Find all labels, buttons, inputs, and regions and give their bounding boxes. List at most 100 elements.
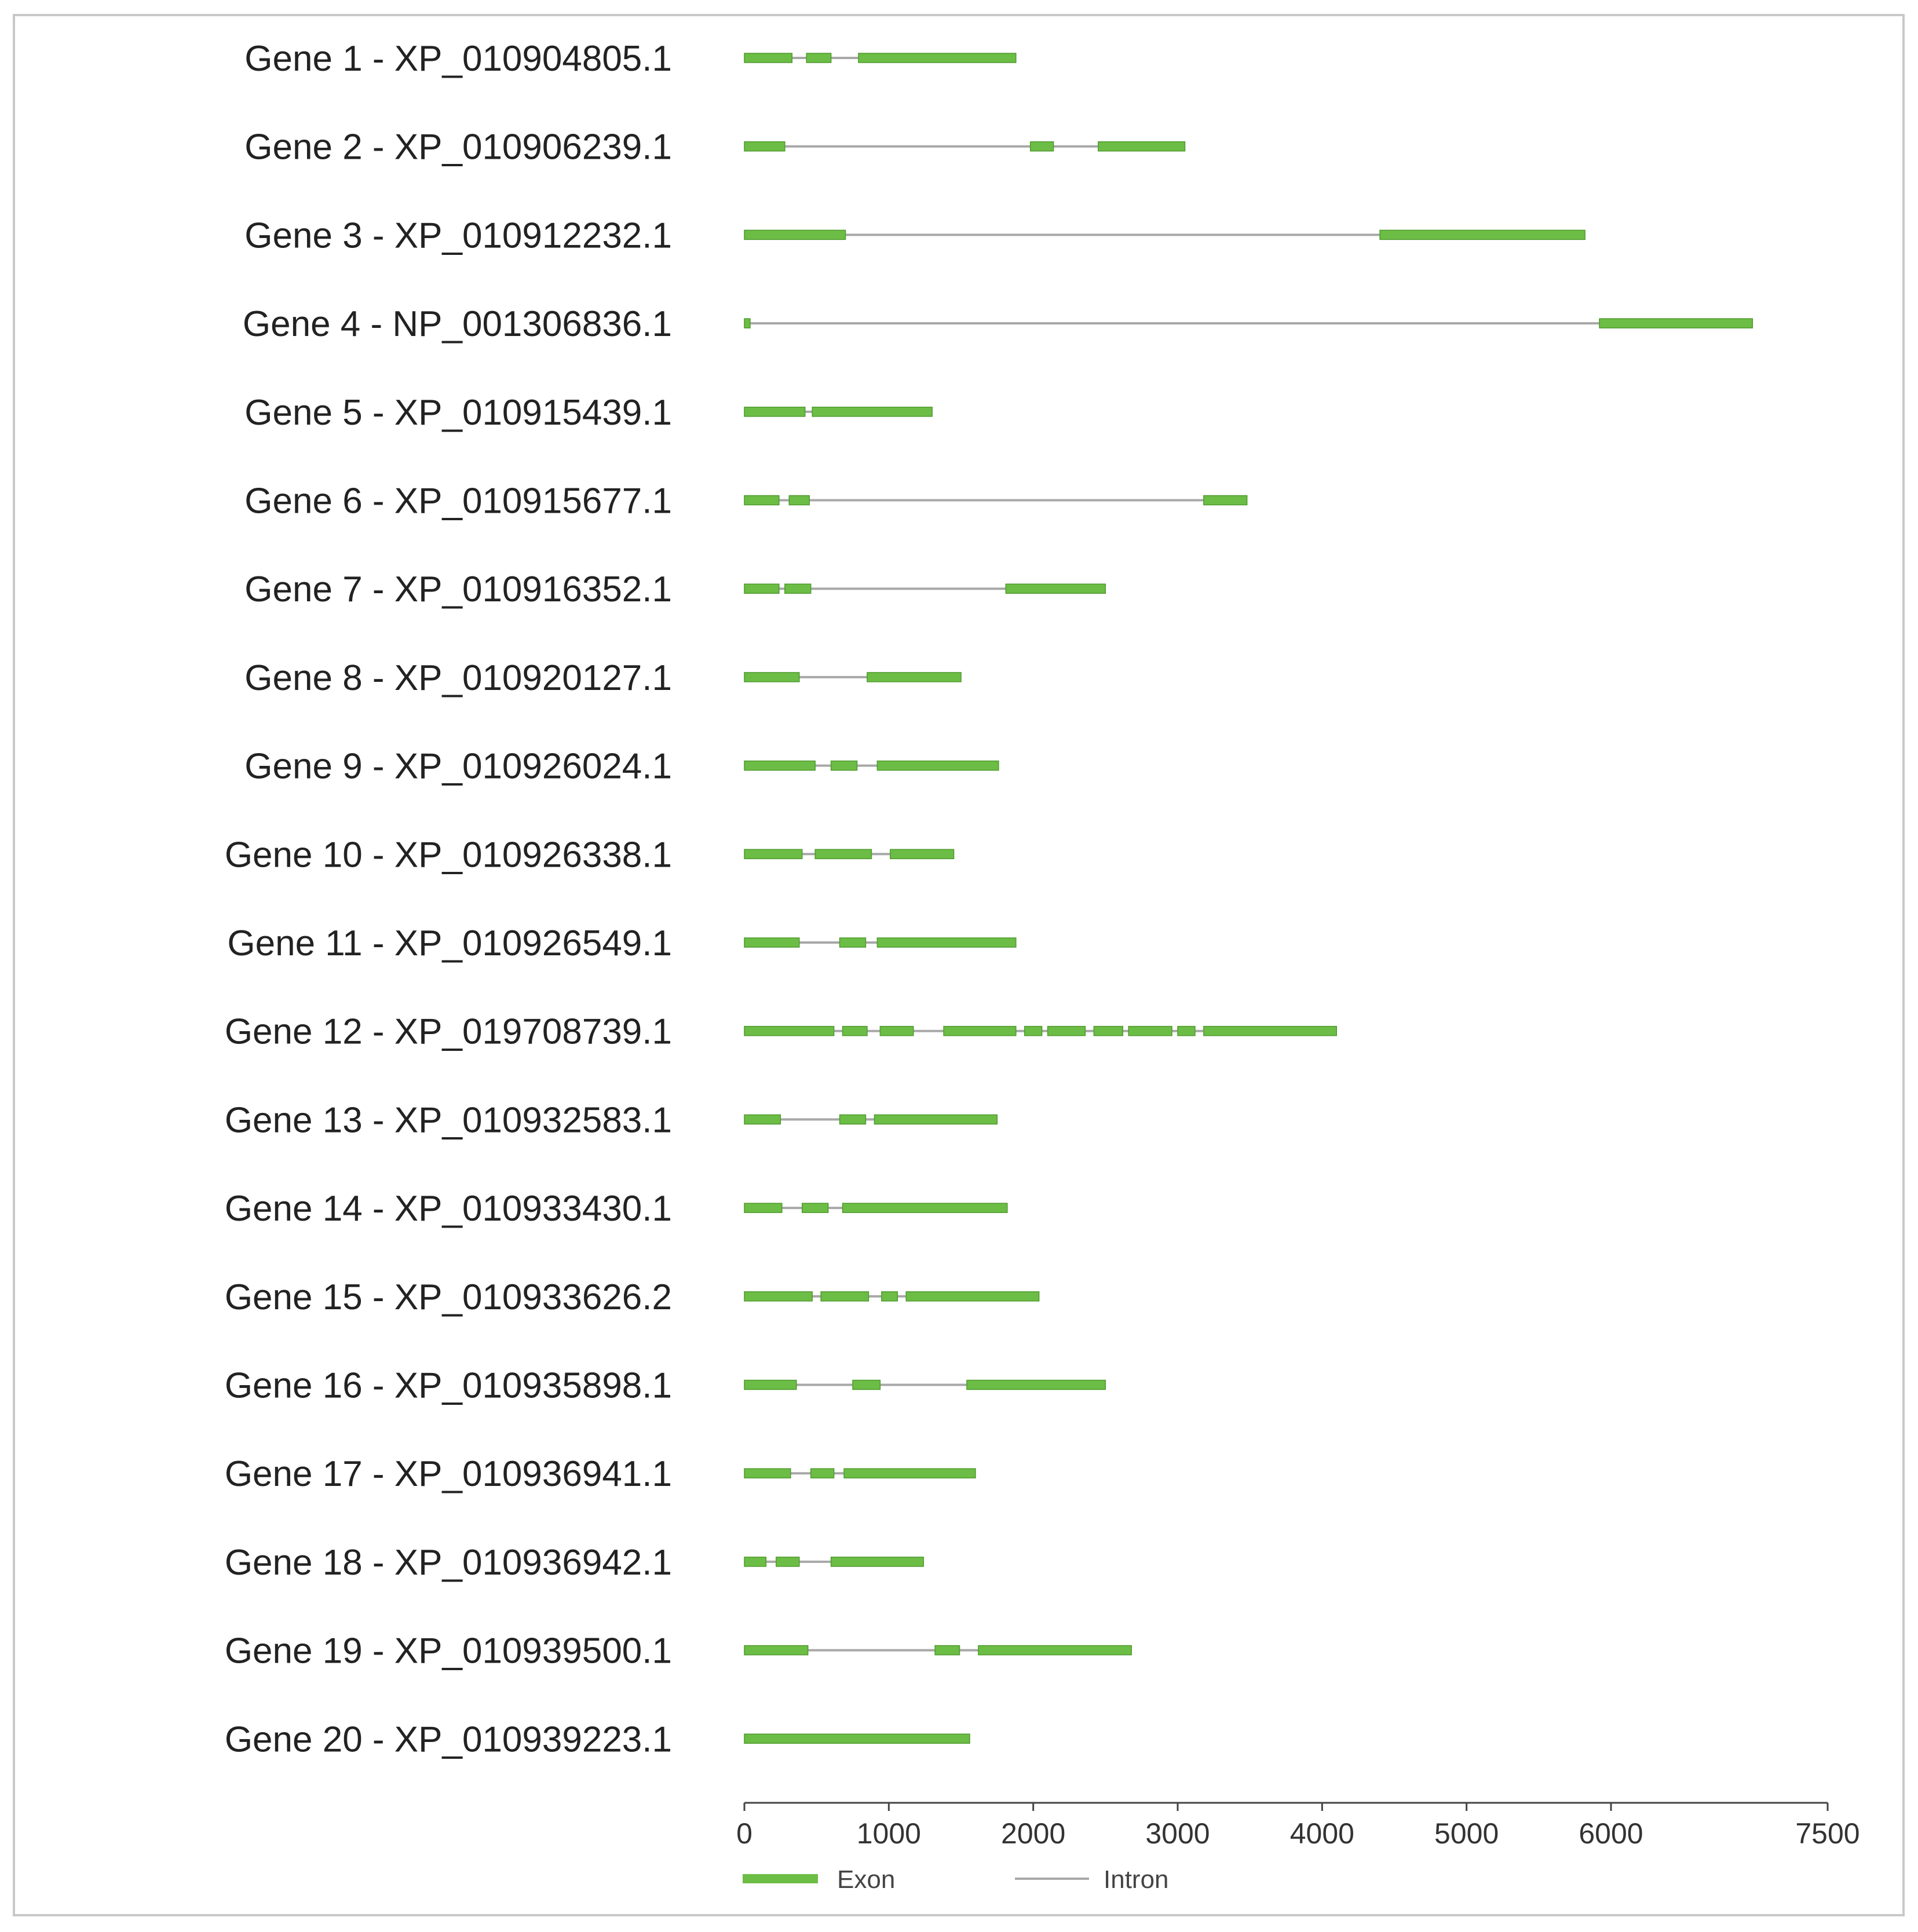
gene-row: Gene 9 - XP_010926024.1 [244, 747, 999, 787]
gene-label: Gene 12 - XP_019708739.1 [225, 1012, 672, 1052]
exon-block [744, 1733, 970, 1744]
exon-block [839, 937, 867, 948]
exon-block [842, 1025, 868, 1036]
exon-block [1047, 1025, 1086, 1036]
gene-label: Gene 7 - XP_010916352.1 [244, 569, 672, 609]
exon-block [776, 1557, 800, 1567]
exon-block [881, 1291, 898, 1302]
gene-label: Gene 4 - NP_001306836.1 [243, 304, 672, 344]
exon-block [744, 849, 803, 860]
exon-block [744, 53, 793, 63]
exon-block [801, 1203, 829, 1213]
x-tick-label: 1000 [857, 1817, 921, 1850]
gene-label: Gene 8 - XP_010920127.1 [244, 658, 672, 698]
exon-block [812, 407, 933, 417]
exon-block [744, 1645, 809, 1656]
exon-block [814, 849, 872, 860]
x-tick-label: 7500 [1795, 1817, 1859, 1850]
exon-block [874, 1114, 998, 1125]
gene-label: Gene 14 - XP_010933430.1 [225, 1189, 672, 1229]
exon-block [788, 495, 810, 506]
gene-label: Gene 11 - XP_010926549.1 [227, 923, 672, 963]
exon-block [744, 1379, 797, 1390]
exon-block [842, 1203, 1008, 1213]
gene-rows: Gene 1 - XP_010904805.1 Gene 2 - XP_01090… [225, 39, 1753, 1759]
gene-row: Gene 1 - XP_010904805.1 [244, 39, 1017, 79]
exon-block [867, 672, 962, 682]
exon-block [744, 760, 816, 771]
exon-block [810, 1468, 835, 1478]
gene-row: Gene 10 - XP_010926338.1 [225, 835, 955, 875]
exon-block [1599, 318, 1753, 328]
legend-exon-label: Exon [837, 1865, 895, 1894]
exon-block [744, 1557, 767, 1567]
exon-block [1379, 229, 1585, 240]
exon-block [852, 1379, 881, 1390]
exon-block [978, 1645, 1132, 1656]
gene-label: Gene 2 - XP_010906239.1 [244, 127, 672, 167]
gene-label: Gene 5 - XP_010915439.1 [244, 393, 672, 433]
exon-block [876, 937, 1017, 948]
exon-block [905, 1291, 1040, 1302]
gene-row: Gene 11 - XP_010926549.1 [227, 923, 1017, 963]
gene-row: Gene 14 - XP_010933430.1 [225, 1189, 1008, 1229]
gene-row: Gene 4 - NP_001306836.1 [243, 304, 1753, 344]
gene-row: Gene 8 - XP_010920127.1 [244, 658, 962, 698]
gene-row: Gene 15 - XP_010933626.2 [225, 1277, 1040, 1317]
gene-row: Gene 6 - XP_010915677.1 [244, 481, 1248, 521]
exon-block [1093, 1025, 1124, 1036]
gene-row: Gene 20 - XP_010939223.1 [225, 1719, 970, 1759]
gene-label: Gene 1 - XP_010904805.1 [244, 39, 672, 79]
exon-block [1005, 583, 1106, 594]
exon-block [943, 1025, 1017, 1036]
gene-row: Gene 3 - XP_010912232.1 [244, 216, 1585, 255]
exon-block [839, 1114, 867, 1125]
exon-block [744, 407, 806, 417]
gene-label: Gene 6 - XP_010915677.1 [244, 481, 672, 521]
exon-block [744, 318, 751, 328]
gene-row: Gene 18 - XP_010936942.1 [225, 1543, 924, 1583]
exon-block [744, 229, 846, 240]
exon-block [1203, 495, 1248, 506]
exon-block [744, 1468, 791, 1478]
exon-block [876, 760, 999, 771]
exon-block [879, 1025, 914, 1036]
gene-label: Gene 13 - XP_010932583.1 [225, 1100, 672, 1140]
exon-block [820, 1291, 870, 1302]
exon-block [1098, 141, 1186, 152]
gene-row: Gene 12 - XP_019708739.1 [225, 1012, 1338, 1052]
x-tick-label: 3000 [1145, 1817, 1210, 1850]
exon-block [890, 849, 955, 860]
gene-row: Gene 7 - XP_010916352.1 [244, 569, 1106, 609]
exon-block [1029, 141, 1054, 152]
x-tick-label: 5000 [1434, 1817, 1499, 1850]
exon-block [1203, 1025, 1338, 1036]
exon-block [830, 760, 858, 771]
gene-label: Gene 15 - XP_010933626.2 [225, 1277, 672, 1317]
exon-block [744, 937, 800, 948]
legend-intron-label: Intron [1104, 1865, 1169, 1894]
legend: Exon Intron [743, 1865, 1169, 1894]
gene-label: Gene 3 - XP_010912232.1 [244, 216, 672, 255]
exon-block [784, 583, 812, 594]
gene-row: Gene 17 - XP_010936941.1 [225, 1454, 976, 1494]
exon-block [806, 53, 832, 63]
x-tick-label: 6000 [1579, 1817, 1643, 1850]
exon-block [744, 672, 800, 682]
exon-block [744, 141, 786, 152]
x-tick-label: 4000 [1290, 1817, 1354, 1850]
figure-frame [13, 14, 1905, 1916]
gene-label: Gene 18 - XP_010936942.1 [225, 1543, 672, 1583]
x-tick-label: 0 [736, 1817, 752, 1850]
exon-block [1128, 1025, 1172, 1036]
exon-block [966, 1379, 1106, 1390]
exon-block [1024, 1025, 1043, 1036]
exon-block [744, 1291, 813, 1302]
exon-block [843, 1468, 976, 1478]
gene-label: Gene 20 - XP_010939223.1 [225, 1719, 672, 1759]
exon-block [744, 495, 780, 506]
gene-label: Gene 9 - XP_010926024.1 [244, 747, 672, 787]
exon-block [934, 1645, 960, 1656]
gene-label: Gene 16 - XP_010935898.1 [225, 1366, 672, 1406]
